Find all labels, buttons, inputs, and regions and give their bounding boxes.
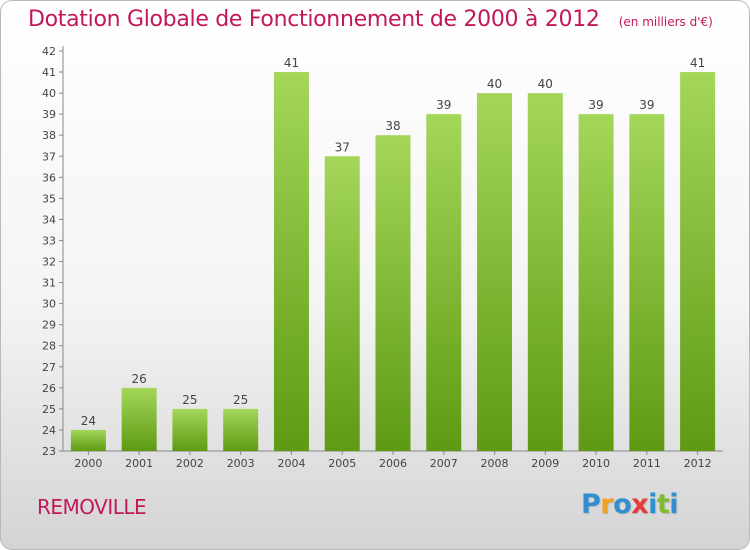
bar-value-label: 40 [538, 77, 553, 91]
x-tick-label: 2001 [125, 457, 153, 470]
y-tick-label: 27 [42, 361, 56, 374]
y-tick-label: 29 [42, 319, 56, 332]
bar-value-label: 26 [132, 372, 147, 386]
y-tick-label: 26 [42, 382, 56, 395]
bar-value-label: 39 [588, 98, 603, 112]
bar-value-label: 37 [335, 140, 350, 154]
logo-letter: i [669, 489, 679, 520]
y-tick-label: 41 [42, 66, 56, 79]
bar [172, 408, 208, 451]
bar [70, 429, 106, 451]
logo-letter: t [656, 489, 670, 520]
bar-value-label: 39 [639, 98, 654, 112]
bar-value-label: 25 [182, 393, 197, 407]
bar [527, 93, 563, 452]
y-tick-label: 25 [42, 403, 56, 416]
x-tick-label: 2006 [379, 457, 407, 470]
bar [375, 135, 411, 452]
logo-letter: o [613, 489, 632, 520]
y-tick-label: 23 [42, 445, 56, 458]
chart-unit: (en milliers d'€) [618, 15, 713, 29]
bar-value-label: 41 [690, 56, 705, 70]
chart-title: Dotation Globale de Fonctionnement de 20… [28, 7, 600, 32]
bar [273, 72, 309, 451]
logo-letter: x [631, 489, 649, 520]
bar-value-label: 41 [284, 56, 299, 70]
commune-name: REMOVILLE [37, 495, 147, 519]
bar [121, 387, 157, 451]
bar [477, 93, 513, 452]
x-tick-label: 2012 [684, 457, 712, 470]
bar-value-label: 40 [487, 77, 502, 91]
bar [578, 114, 614, 451]
x-tick-label: 2003 [227, 457, 255, 470]
logo-letter: P [581, 489, 601, 520]
y-tick-label: 30 [42, 298, 56, 311]
x-tick-label: 2005 [328, 457, 356, 470]
x-tick-label: 2010 [582, 457, 610, 470]
bar [223, 408, 259, 451]
proxiti-logo: Proxiti [581, 489, 679, 520]
x-tick-label: 2009 [531, 457, 559, 470]
x-tick-label: 2002 [176, 457, 204, 470]
y-tick-label: 28 [42, 340, 56, 353]
x-tick-label: 2007 [430, 457, 458, 470]
y-tick-label: 42 [42, 45, 56, 58]
bar-value-label: 38 [385, 119, 400, 133]
bar-value-label: 24 [81, 414, 96, 428]
x-tick-label: 2008 [481, 457, 509, 470]
logo-letter: i [648, 489, 657, 520]
y-tick-label: 36 [42, 171, 56, 184]
y-tick-label: 33 [42, 234, 56, 247]
y-tick-label: 35 [42, 192, 56, 205]
y-tick-label: 39 [42, 108, 56, 121]
bar [629, 114, 665, 451]
y-tick-label: 38 [42, 129, 56, 142]
x-tick-label: 2004 [277, 457, 305, 470]
y-tick-label: 34 [42, 213, 56, 226]
bar [426, 114, 462, 451]
y-tick-label: 32 [42, 256, 56, 269]
x-tick-label: 2011 [633, 457, 661, 470]
bar-value-label: 25 [233, 393, 248, 407]
y-tick-label: 37 [42, 150, 56, 163]
bar-value-label: 39 [436, 98, 451, 112]
y-tick-label: 24 [42, 424, 56, 437]
y-tick-label: 40 [42, 87, 56, 100]
bar [680, 72, 716, 451]
logo-letter: r [600, 489, 614, 520]
title-row: Dotation Globale de Fonctionnement de 20… [28, 7, 713, 32]
bar [324, 156, 360, 451]
x-tick-label: 2000 [74, 457, 102, 470]
y-tick-label: 31 [42, 277, 56, 290]
